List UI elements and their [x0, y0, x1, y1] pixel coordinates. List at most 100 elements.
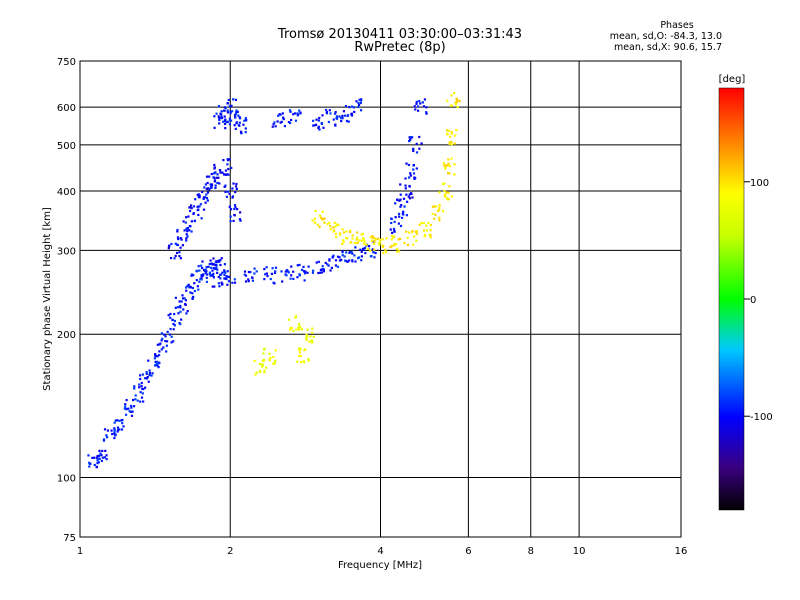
data-point [338, 232, 342, 235]
data-point [124, 405, 127, 408]
data-point [406, 200, 409, 203]
data-point [190, 220, 193, 223]
data-point [303, 279, 306, 282]
phase-stats: Phases mean, sd,O: -84.3, 13.0 mean, sd,… [592, 20, 722, 53]
data-point [179, 306, 182, 309]
data-point [274, 125, 277, 128]
data-point [317, 125, 320, 128]
data-point [397, 250, 401, 253]
data-point [212, 257, 215, 260]
colorbar-tick-label: 100 [750, 178, 769, 189]
data-point [379, 241, 382, 244]
x-tick-label: 4 [377, 546, 383, 557]
data-point [447, 191, 450, 194]
data-point [216, 181, 219, 185]
data-point [224, 126, 227, 130]
data-point [148, 369, 151, 372]
data-point [447, 129, 451, 133]
data-point [421, 101, 424, 104]
data-point [438, 208, 441, 211]
data-point [371, 236, 375, 239]
data-point [139, 400, 142, 403]
data-point [283, 124, 287, 128]
data-point [358, 98, 361, 101]
data-point [359, 248, 362, 251]
data-point [233, 204, 237, 207]
data-point [435, 205, 438, 208]
data-point [238, 218, 241, 221]
data-point [342, 239, 345, 242]
data-point [165, 344, 169, 347]
data-point [161, 337, 164, 340]
data-point [88, 461, 91, 464]
data-point [224, 190, 227, 194]
data-point [218, 122, 221, 125]
data-point [446, 132, 449, 136]
data-point [251, 279, 254, 282]
data-point [412, 164, 415, 167]
data-point [226, 163, 229, 166]
data-point [425, 106, 428, 109]
data-point [130, 406, 133, 409]
data-point [402, 210, 405, 213]
data-point [373, 240, 376, 243]
x-axis-label: Frequency [MHz] [338, 560, 422, 571]
data-point [99, 452, 102, 455]
data-point [363, 242, 366, 246]
data-point [200, 276, 203, 279]
data-point [390, 238, 394, 241]
data-point [228, 123, 231, 126]
data-point [321, 210, 324, 213]
data-point [344, 236, 348, 240]
data-point [157, 353, 161, 357]
data-point [230, 166, 233, 170]
data-point [88, 465, 91, 468]
data-point [429, 229, 432, 232]
data-point [411, 136, 414, 139]
data-point [214, 263, 217, 267]
data-point [348, 230, 352, 234]
data-point [263, 371, 266, 374]
data-point [443, 194, 446, 197]
data-point [359, 101, 362, 105]
data-point [312, 269, 315, 272]
data-point [406, 243, 410, 247]
data-point [217, 115, 220, 118]
data-point [321, 114, 324, 117]
data-point [211, 285, 214, 288]
data-point [208, 175, 211, 178]
data-point [340, 258, 343, 262]
data-point [281, 280, 284, 283]
data-point [229, 208, 233, 211]
data-point [438, 206, 441, 209]
data-point [373, 237, 376, 240]
data-point [232, 219, 235, 223]
data-point [238, 124, 241, 127]
data-point [191, 286, 194, 290]
data-point [228, 158, 231, 161]
data-point [288, 109, 292, 112]
data-point [357, 101, 360, 104]
data-point [272, 123, 275, 126]
data-point [415, 239, 418, 242]
data-point [413, 235, 416, 238]
data-point [453, 91, 456, 95]
data-point [350, 114, 354, 117]
y-tick-label: 200 [57, 330, 76, 341]
data-point [188, 206, 191, 209]
data-point [311, 327, 314, 330]
data-point [111, 432, 114, 436]
data-point [232, 98, 235, 101]
data-point [302, 270, 306, 273]
data-point [238, 116, 241, 119]
data-point [400, 204, 403, 207]
scatter-points [87, 91, 461, 469]
data-point [223, 119, 227, 122]
data-point [132, 405, 136, 408]
data-point [205, 193, 208, 196]
data-point [355, 241, 358, 245]
data-point [216, 268, 219, 271]
data-point [125, 408, 128, 411]
data-point [335, 115, 339, 118]
data-point [215, 176, 219, 179]
